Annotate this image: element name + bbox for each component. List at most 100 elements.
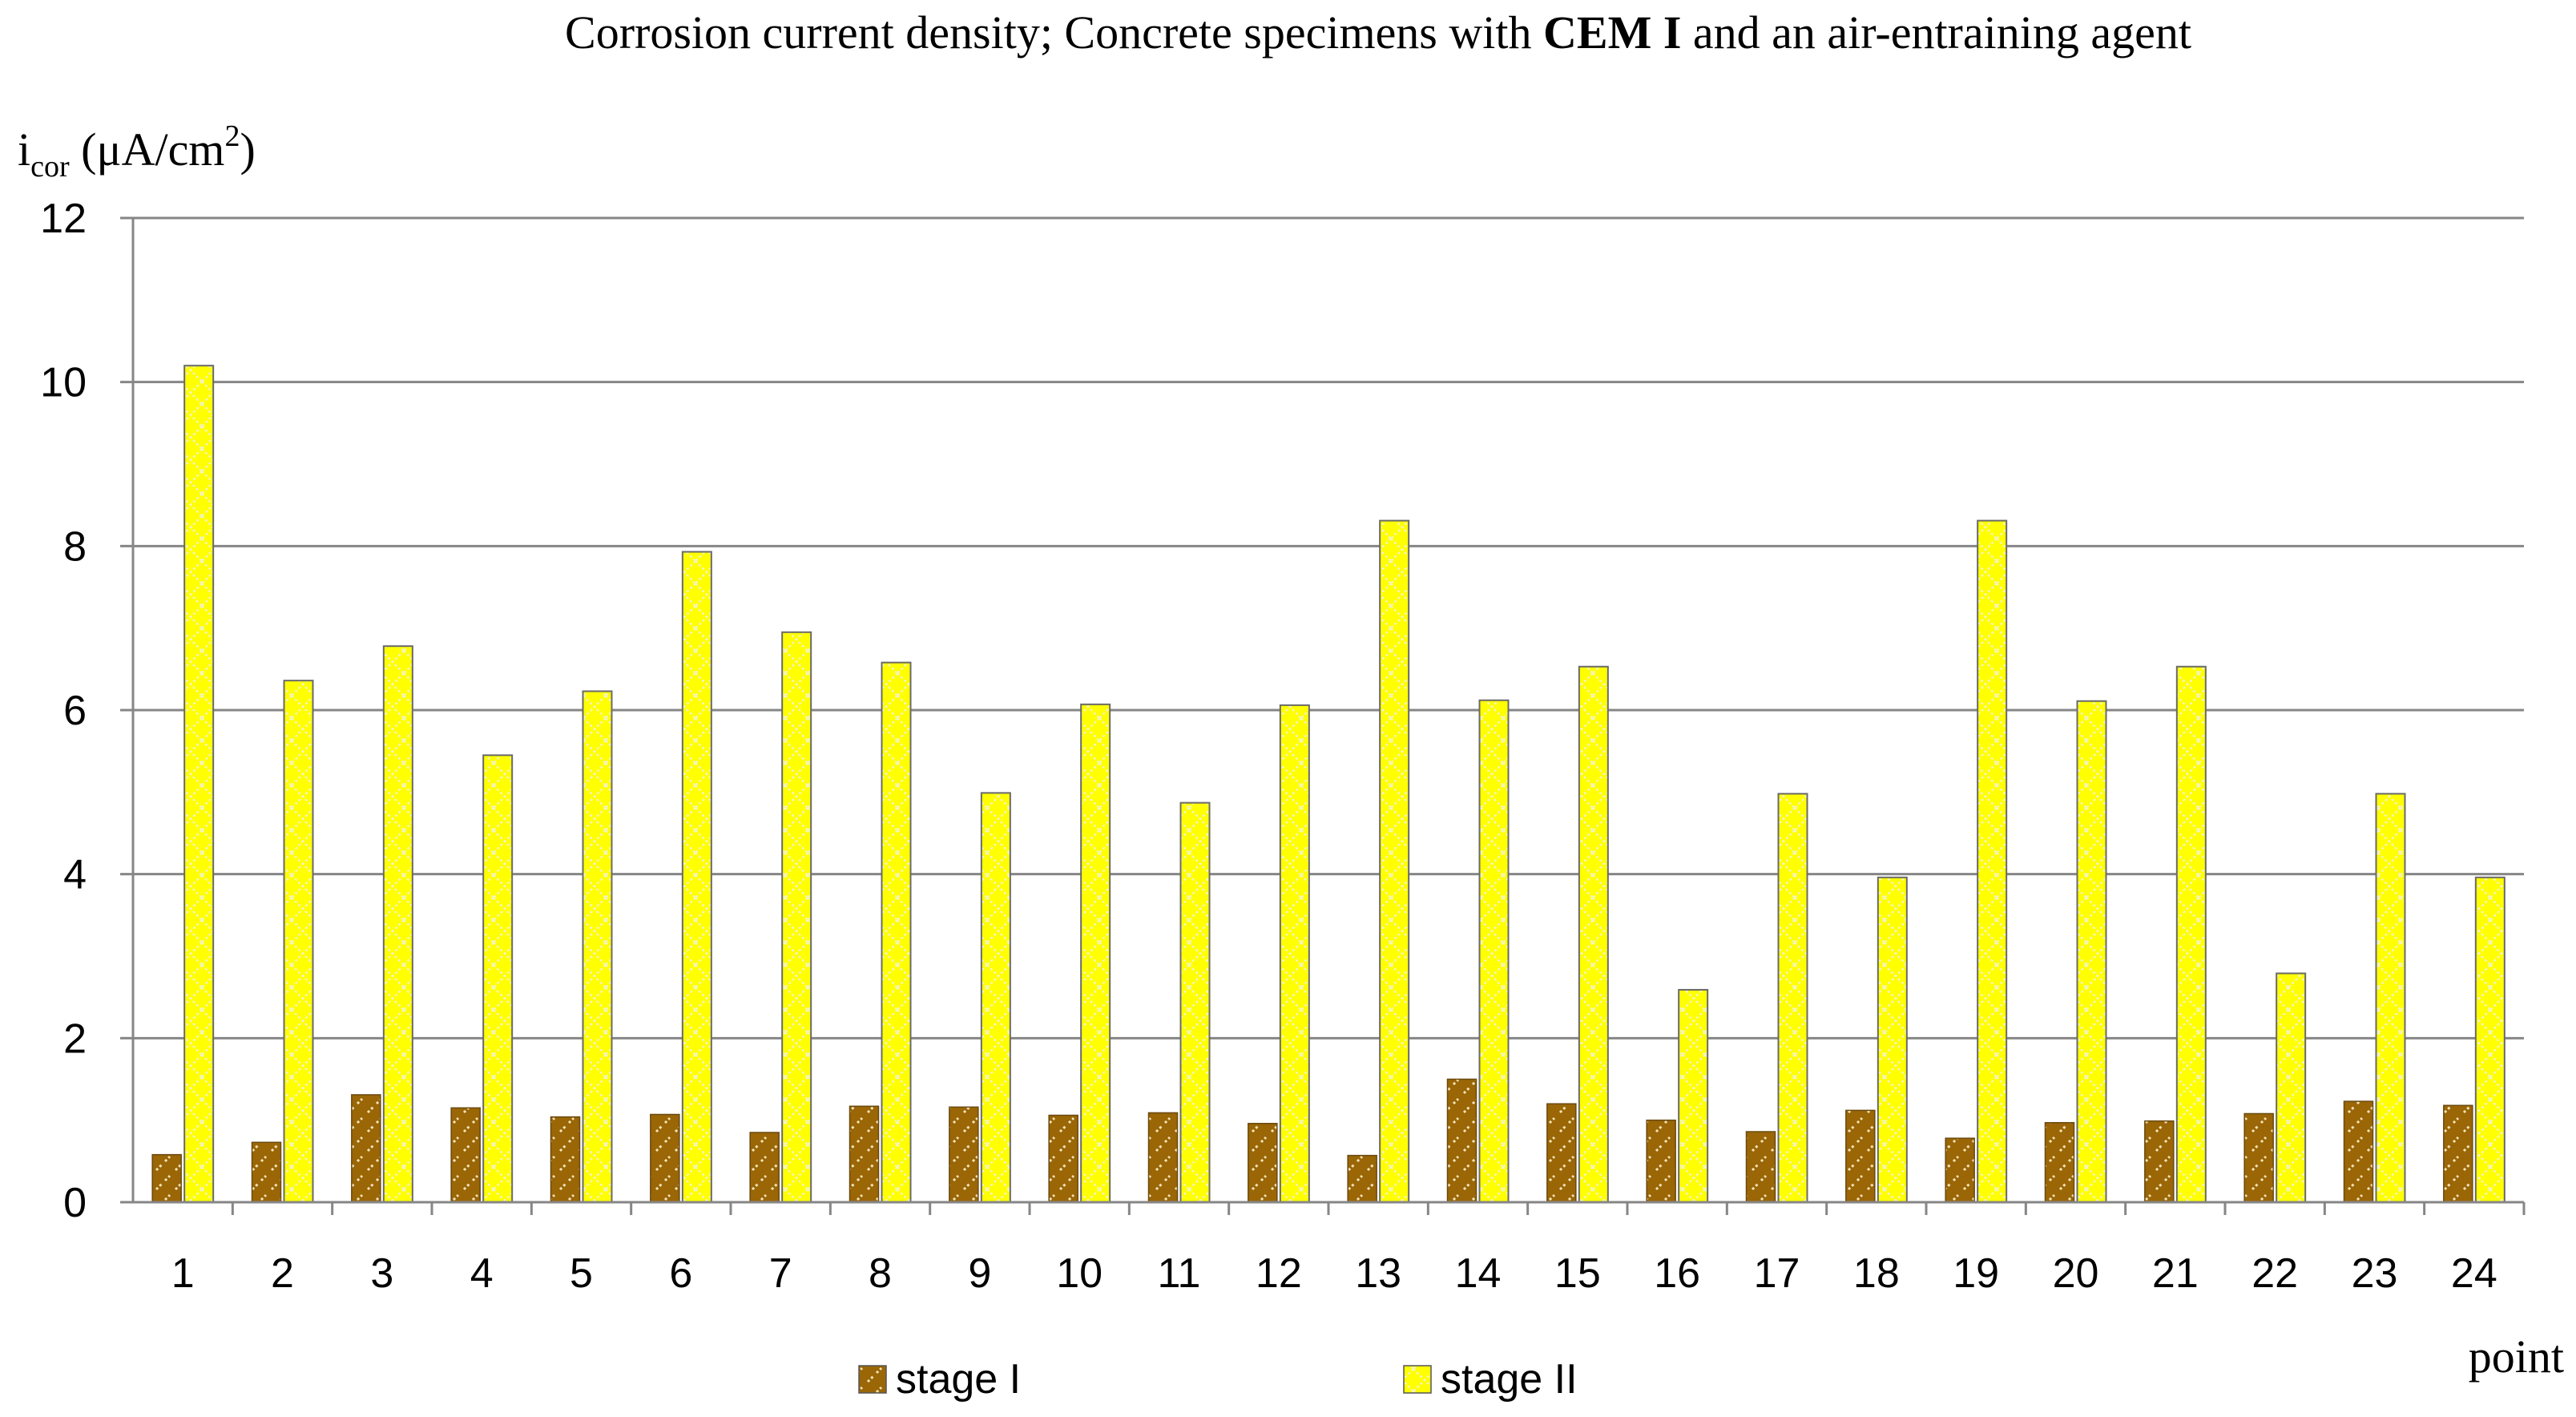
- bar-stage-2-point-12: [1279, 704, 1310, 1203]
- bar-stage-1-point-11: [1147, 1112, 1179, 1203]
- y-axis-label-superscript: 2: [224, 119, 240, 153]
- y-axis-label-close: ): [240, 123, 255, 176]
- bar-stage-1-point-10: [1048, 1114, 1078, 1203]
- bar-stage-1-point-12: [1248, 1123, 1278, 1203]
- bar-stage-1-point-5: [550, 1116, 581, 1203]
- bar-stage-2-point-10: [1080, 703, 1111, 1203]
- bar-stage-2-point-1: [183, 365, 215, 1204]
- bar-stage-2-point-18: [1877, 876, 1908, 1203]
- x-tick-label-3: 3: [370, 1250, 393, 1297]
- bar-stage-2-point-3: [382, 645, 413, 1203]
- x-tick-label-10: 10: [1056, 1250, 1103, 1297]
- x-tick-label-4: 4: [470, 1250, 494, 1297]
- bar-stage-2-point-5: [582, 690, 613, 1203]
- bar-stage-2-point-16: [1678, 988, 1709, 1203]
- bar-stage-1-point-16: [1646, 1119, 1676, 1203]
- x-tick-label-8: 8: [869, 1250, 892, 1297]
- chart-title: Corrosion current density; Concrete spec…: [565, 6, 2191, 59]
- y-axis-label-unit: (μA/cm: [70, 123, 225, 176]
- bar-stage-2-point-7: [781, 631, 812, 1203]
- x-axis-label: point: [2469, 1330, 2564, 1383]
- x-tick-label-17: 17: [1754, 1250, 1800, 1297]
- x-tick-label-16: 16: [1654, 1250, 1700, 1297]
- bar-stage-1-point-8: [849, 1105, 880, 1203]
- x-tick-label-14: 14: [1455, 1250, 1502, 1297]
- x-tick-label-5: 5: [570, 1250, 593, 1297]
- x-tick-label-2: 2: [271, 1250, 294, 1297]
- bar-stage-2-point-22: [2276, 972, 2307, 1203]
- legend-swatch-stage-2: [1403, 1365, 1432, 1394]
- bar-stage-1-point-15: [1546, 1103, 1577, 1203]
- bar-stage-1-point-7: [749, 1132, 780, 1203]
- bar-stage-2-point-19: [1977, 519, 2008, 1203]
- bar-stage-1-point-18: [1845, 1109, 1876, 1203]
- bar-stage-1-point-24: [2443, 1104, 2473, 1203]
- bar-stage-1-point-21: [2144, 1120, 2175, 1203]
- y-tick-label-6: 6: [63, 688, 87, 734]
- chart-title-bold: CEM I: [1543, 6, 1681, 59]
- x-tick-label-21: 21: [2152, 1250, 2199, 1297]
- bar-stage-2-point-13: [1379, 519, 1410, 1203]
- bar-stage-2-point-15: [1578, 665, 1609, 1203]
- chart-title-suffix: and an air-entraining agent: [1681, 6, 2191, 59]
- x-tick-label-12: 12: [1256, 1250, 1302, 1297]
- x-tick-label-15: 15: [1554, 1250, 1601, 1297]
- y-axis-label: icor (μA/cm2): [18, 119, 256, 184]
- legend-label-stage-1: stage I: [896, 1356, 1021, 1403]
- gridlines: [120, 216, 2524, 1204]
- bar-stage-1-point-22: [2243, 1112, 2274, 1203]
- legend: stage I stage II: [858, 1356, 1578, 1403]
- y-tick-label-10: 10: [40, 360, 87, 406]
- bar-stage-1-point-23: [2343, 1100, 2374, 1203]
- x-tick-labels: 1 2 3 4 5 6 7 8 9 10 11 12 13 14 15 16 17 18 19 20 21 22 23 24: [171, 1250, 2497, 1297]
- y-axis-label-main: i: [18, 123, 30, 176]
- bar-stage-1-point-17: [1745, 1131, 1776, 1203]
- x-tick-label-7: 7: [769, 1250, 792, 1297]
- x-tick-label-18: 18: [1853, 1250, 1900, 1297]
- y-tick-labels: 0 2 4 6 8 10 12: [40, 196, 87, 1226]
- y-tick-label-0: 0: [63, 1180, 87, 1226]
- axes: [131, 218, 2526, 1215]
- bar-stage-1-point-14: [1446, 1078, 1477, 1203]
- bar-stage-1-point-4: [450, 1107, 481, 1203]
- y-tick-label-12: 12: [40, 196, 87, 242]
- x-tick-label-13: 13: [1355, 1250, 1401, 1297]
- x-tick-label-22: 22: [2251, 1250, 2298, 1297]
- x-tick-label-23: 23: [2352, 1250, 2398, 1297]
- bar-stage-1-point-19: [1945, 1137, 1975, 1203]
- bar-stage-1-point-20: [2044, 1121, 2075, 1203]
- bar-stage-2-point-20: [2076, 700, 2107, 1203]
- x-tick-label-6: 6: [669, 1250, 692, 1297]
- y-tick-label-4: 4: [63, 852, 87, 898]
- bar-stage-2-point-23: [2375, 793, 2406, 1203]
- chart-title-prefix: Corrosion current density; Concrete spec…: [565, 6, 1543, 59]
- legend-label-stage-2: stage II: [1441, 1356, 1578, 1403]
- bar-stage-1-point-2: [251, 1141, 282, 1203]
- bar-stage-2-point-11: [1179, 801, 1211, 1203]
- bar-stage-2-point-17: [1777, 793, 1808, 1203]
- bar-stage-1-point-6: [650, 1113, 680, 1203]
- bars: [151, 365, 2505, 1204]
- y-axis-label-subscript: cor: [30, 150, 70, 184]
- x-tick-label-20: 20: [2053, 1250, 2099, 1297]
- bar-stage-2-point-8: [881, 661, 912, 1203]
- bar-stage-2-point-6: [681, 551, 712, 1203]
- bar-stage-2-point-2: [283, 680, 314, 1203]
- x-tick-label-11: 11: [1158, 1250, 1201, 1297]
- bar-stage-1-point-1: [151, 1153, 182, 1203]
- y-tick-label-2: 2: [63, 1015, 87, 1062]
- x-tick-label-19: 19: [1953, 1250, 1999, 1297]
- x-tick-label-1: 1: [171, 1250, 195, 1297]
- x-tick-label-9: 9: [968, 1250, 991, 1297]
- bar-stage-2-point-4: [482, 754, 514, 1203]
- bar-stage-1-point-3: [351, 1094, 381, 1203]
- bar-stage-2-point-14: [1478, 699, 1510, 1203]
- legend-swatch-stage-1: [858, 1365, 887, 1394]
- x-tick-label-24: 24: [2451, 1250, 2497, 1297]
- bar-stage-2-point-9: [980, 792, 1011, 1204]
- bar-stage-1-point-9: [949, 1106, 979, 1203]
- bar-stage-1-point-13: [1347, 1154, 1377, 1203]
- y-tick-label-8: 8: [63, 523, 87, 570]
- bar-stage-2-point-21: [2175, 665, 2207, 1203]
